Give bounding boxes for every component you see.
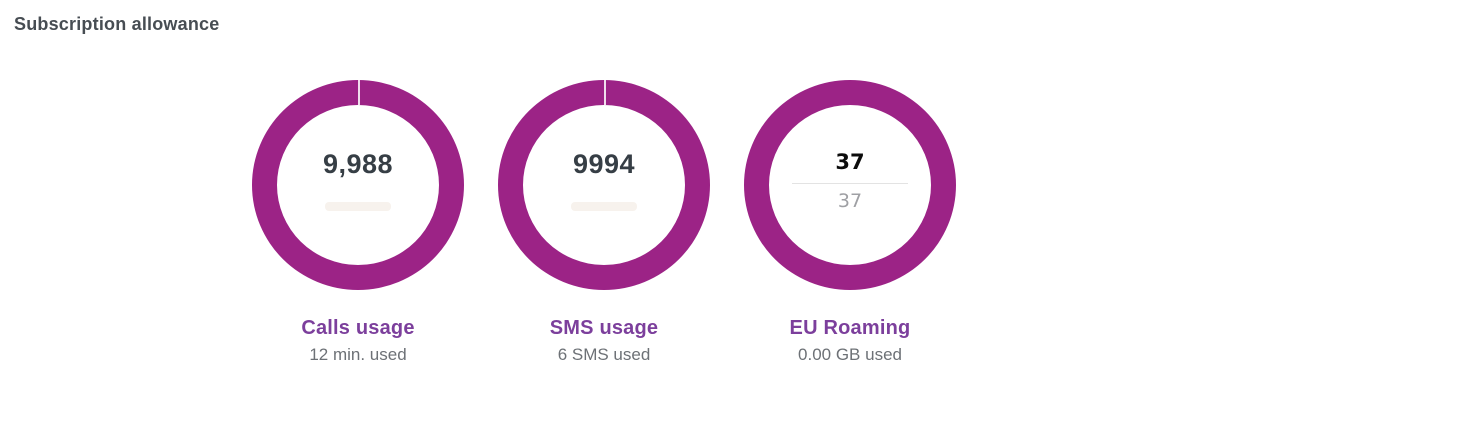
gauge-eu-roaming: 37 37 EU Roaming 0.00 GB used (744, 80, 956, 365)
calls-usage-donut-ring: 9,988 (252, 80, 464, 290)
sms-usage-label: SMS usage (549, 317, 659, 339)
faint-watermark-text (325, 202, 391, 211)
faint-watermark-text (571, 202, 637, 211)
sms-usage-caption: 6 SMS used (557, 345, 651, 364)
calls-remaining-value: 9,988 (322, 149, 394, 179)
ring-gap-marker (358, 80, 360, 105)
ring-gap-marker (604, 80, 606, 105)
gauge-calls-usage: 9,988 Calls usage 12 min. used (252, 80, 464, 365)
sms-remaining-value: 9994 (572, 149, 636, 179)
fraction-divider-line (792, 183, 908, 184)
subscription-allowance-gauges: 9,988 Calls usage 12 min. used 9994 SMS … (0, 80, 1466, 365)
calls-usage-caption: 12 min. used (309, 345, 407, 364)
roaming-total-value: 37 (837, 190, 863, 212)
page-title: Subscription allowance (14, 14, 220, 34)
eu-roaming-donut-ring: 37 37 (744, 80, 956, 290)
roaming-allowance-fraction: 37 37 (769, 150, 931, 212)
gauge-sms-usage: 9994 SMS usage 6 SMS used (498, 80, 710, 365)
eu-roaming-label: EU Roaming (789, 317, 911, 339)
roaming-remaining-value: 37 (835, 150, 865, 174)
calls-usage-label: Calls usage (301, 317, 415, 339)
sms-usage-donut-ring: 9994 (498, 80, 710, 290)
eu-roaming-caption: 0.00 GB used (798, 345, 902, 364)
